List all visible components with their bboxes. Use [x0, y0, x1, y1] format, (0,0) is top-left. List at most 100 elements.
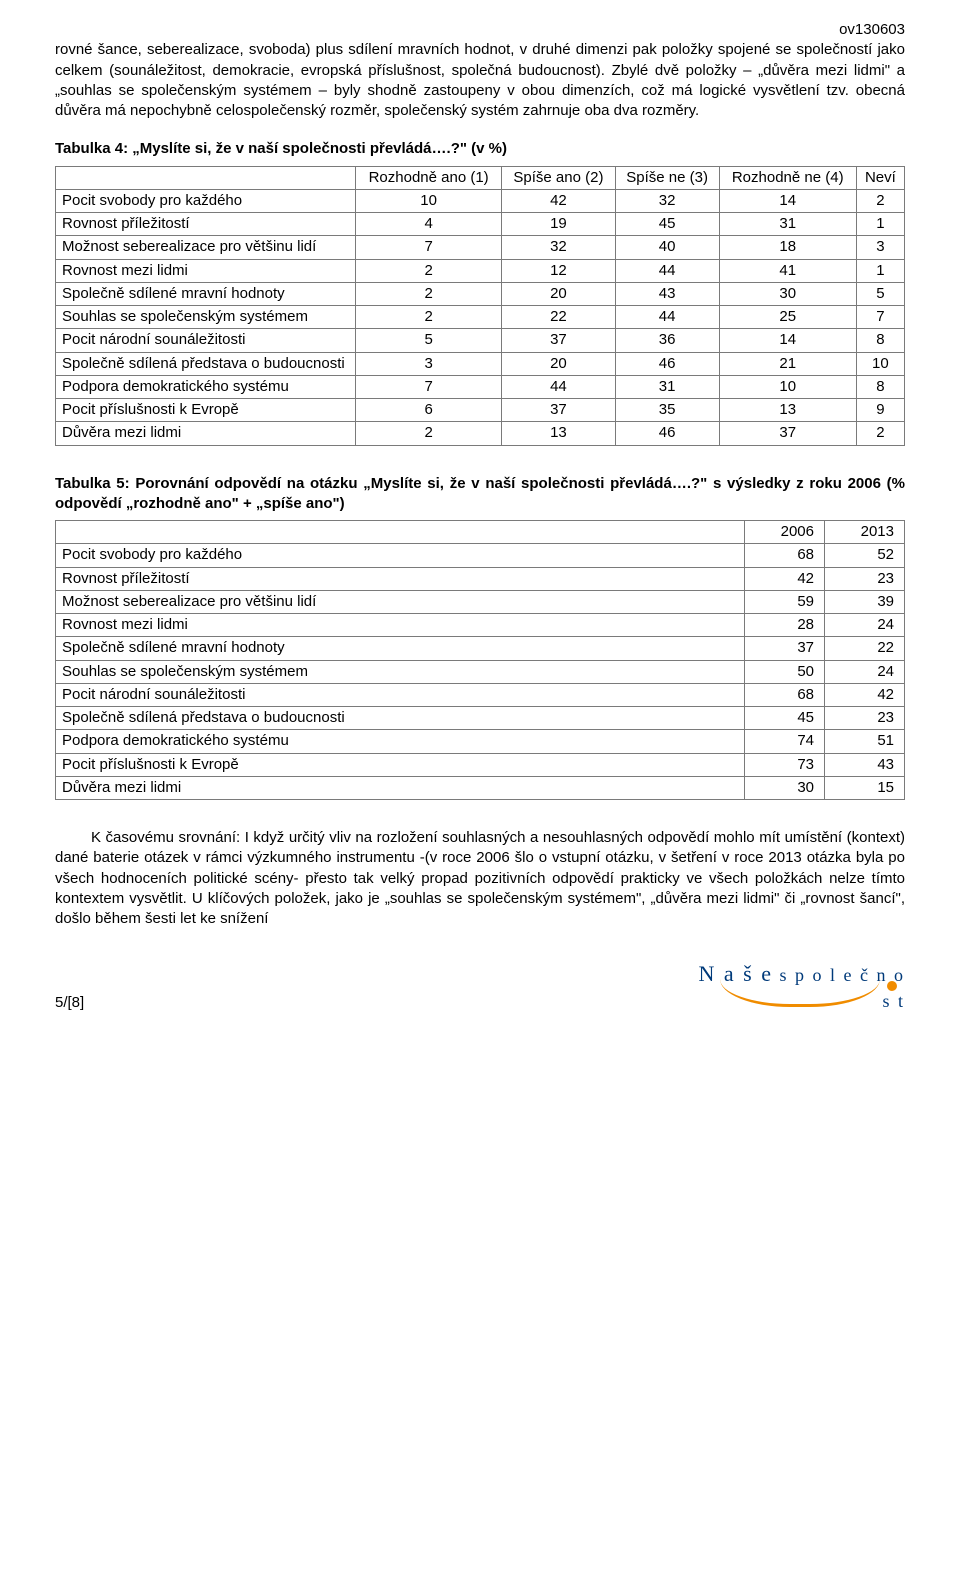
table4-cell: 46: [615, 352, 719, 375]
table5: 2006 2013 Pocit svobody pro každého6852R…: [55, 520, 905, 800]
table5-cell: 73: [745, 753, 825, 776]
table5-h2: 2013: [825, 521, 905, 544]
table4-cell: 8: [856, 375, 904, 398]
logo: N a š e s p o l e č n o s t: [685, 959, 905, 1013]
table-row: Rovnost mezi lidmi2824: [56, 614, 905, 637]
table4-cell: 2: [356, 282, 502, 305]
table-row: Důvěra mezi lidmi21346372: [56, 422, 905, 445]
table5-row-label: Rovnost mezi lidmi: [56, 614, 745, 637]
table-row: Pocit příslušnosti k Evropě7343: [56, 753, 905, 776]
table5-cell: 22: [825, 637, 905, 660]
table5-row-label: Důvěra mezi lidmi: [56, 776, 745, 799]
table5-cell: 52: [825, 544, 905, 567]
table4-cell: 4: [356, 213, 502, 236]
table4-row-label: Pocit svobody pro každého: [56, 189, 356, 212]
table4-row-label: Souhlas se společenským systémem: [56, 306, 356, 329]
table4-cell: 20: [502, 352, 615, 375]
table4-cell: 2: [356, 259, 502, 282]
table4-cell: 20: [502, 282, 615, 305]
table-row: Pocit svobody pro každého6852: [56, 544, 905, 567]
table4-row-label: Důvěra mezi lidmi: [56, 422, 356, 445]
table5-cell: 51: [825, 730, 905, 753]
paragraph-1: rovné šance, seberealizace, svoboda) plu…: [55, 40, 905, 121]
table4-cell: 2: [856, 189, 904, 212]
table4-cell: 37: [502, 399, 615, 422]
table-row: Podpora demokratického systému7451: [56, 730, 905, 753]
table4-cell: 45: [615, 213, 719, 236]
table4-cell: 14: [719, 189, 856, 212]
table4-h1: Rozhodně ano (1): [356, 166, 502, 189]
table4-cell: 37: [502, 329, 615, 352]
table4-row-label: Rovnost mezi lidmi: [56, 259, 356, 282]
table5-cell: 15: [825, 776, 905, 799]
table4-row-label: Pocit národní sounáležitosti: [56, 329, 356, 352]
table4-cell: 7: [356, 375, 502, 398]
table4: Rozhodně ano (1) Spíše ano (2) Spíše ne …: [55, 166, 905, 446]
table5-row-label: Pocit příslušnosti k Evropě: [56, 753, 745, 776]
table5-cell: 23: [825, 707, 905, 730]
table5-row-label: Pocit národní sounáležitosti: [56, 683, 745, 706]
table5-h0: [56, 521, 745, 544]
table4-cell: 19: [502, 213, 615, 236]
table5-h1: 2006: [745, 521, 825, 544]
table4-h5: Neví: [856, 166, 904, 189]
table4-cell: 13: [502, 422, 615, 445]
table4-row-label: Rovnost příležitostí: [56, 213, 356, 236]
table5-cell: 39: [825, 590, 905, 613]
table4-cell: 31: [615, 375, 719, 398]
footer: 5/[8] N a š e s p o l e č n o s t: [55, 959, 905, 1013]
table4-cell: 10: [356, 189, 502, 212]
table5-cell: 42: [825, 683, 905, 706]
table4-cell: 8: [856, 329, 904, 352]
table5-row-label: Možnost seberealizace pro většinu lidí: [56, 590, 745, 613]
table4-cell: 1: [856, 213, 904, 236]
table5-cell: 50: [745, 660, 825, 683]
table-row: Možnost seberealizace pro většinu lidí73…: [56, 236, 905, 259]
table5-header-row: 2006 2013: [56, 521, 905, 544]
table-row: Pocit národní sounáležitosti53736148: [56, 329, 905, 352]
table4-cell: 43: [615, 282, 719, 305]
table5-cell: 68: [745, 683, 825, 706]
table5-cell: 74: [745, 730, 825, 753]
table4-row-label: Společně sdílená představa o budoucnosti: [56, 352, 356, 375]
table4-h2: Spíše ano (2): [502, 166, 615, 189]
table4-cell: 7: [856, 306, 904, 329]
table-row: Důvěra mezi lidmi3015: [56, 776, 905, 799]
table5-title: Tabulka 5: Porovnání odpovědí na otázku …: [55, 474, 905, 515]
table5-row-label: Podpora demokratického systému: [56, 730, 745, 753]
table5-cell: 59: [745, 590, 825, 613]
table4-cell: 3: [356, 352, 502, 375]
table-row: Rovnost příležitostí4223: [56, 567, 905, 590]
table4-cell: 14: [719, 329, 856, 352]
table5-row-label: Souhlas se společenským systémem: [56, 660, 745, 683]
table5-row-label: Pocit svobody pro každého: [56, 544, 745, 567]
table4-cell: 35: [615, 399, 719, 422]
table4-cell: 32: [502, 236, 615, 259]
table4-cell: 21: [719, 352, 856, 375]
logo-arc-icon: [720, 979, 880, 1007]
table4-cell: 22: [502, 306, 615, 329]
table4-cell: 40: [615, 236, 719, 259]
table4-cell: 44: [502, 375, 615, 398]
table-row: Pocit svobody pro každého104232142: [56, 189, 905, 212]
table5-row-label: Rovnost příležitostí: [56, 567, 745, 590]
table4-row-label: Společně sdílené mravní hodnoty: [56, 282, 356, 305]
table4-cell: 1: [856, 259, 904, 282]
table4-cell: 2: [356, 422, 502, 445]
table4-row-label: Možnost seberealizace pro většinu lidí: [56, 236, 356, 259]
table-row: Společně sdílené mravní hodnoty22043305: [56, 282, 905, 305]
table4-h3: Spíše ne (3): [615, 166, 719, 189]
table4-cell: 9: [856, 399, 904, 422]
table-row: Souhlas se společenským systémem5024: [56, 660, 905, 683]
document-code: ov130603: [55, 20, 905, 40]
table4-title: Tabulka 4: „Myslíte si, že v naší společ…: [55, 139, 905, 159]
table4-cell: 12: [502, 259, 615, 282]
table4-cell: 10: [719, 375, 856, 398]
table4-row-label: Pocit příslušnosti k Evropě: [56, 399, 356, 422]
table5-cell: 42: [745, 567, 825, 590]
table4-cell: 25: [719, 306, 856, 329]
table5-cell: 45: [745, 707, 825, 730]
table4-cell: 36: [615, 329, 719, 352]
table-row: Rovnost mezi lidmi21244411: [56, 259, 905, 282]
table4-cell: 7: [356, 236, 502, 259]
